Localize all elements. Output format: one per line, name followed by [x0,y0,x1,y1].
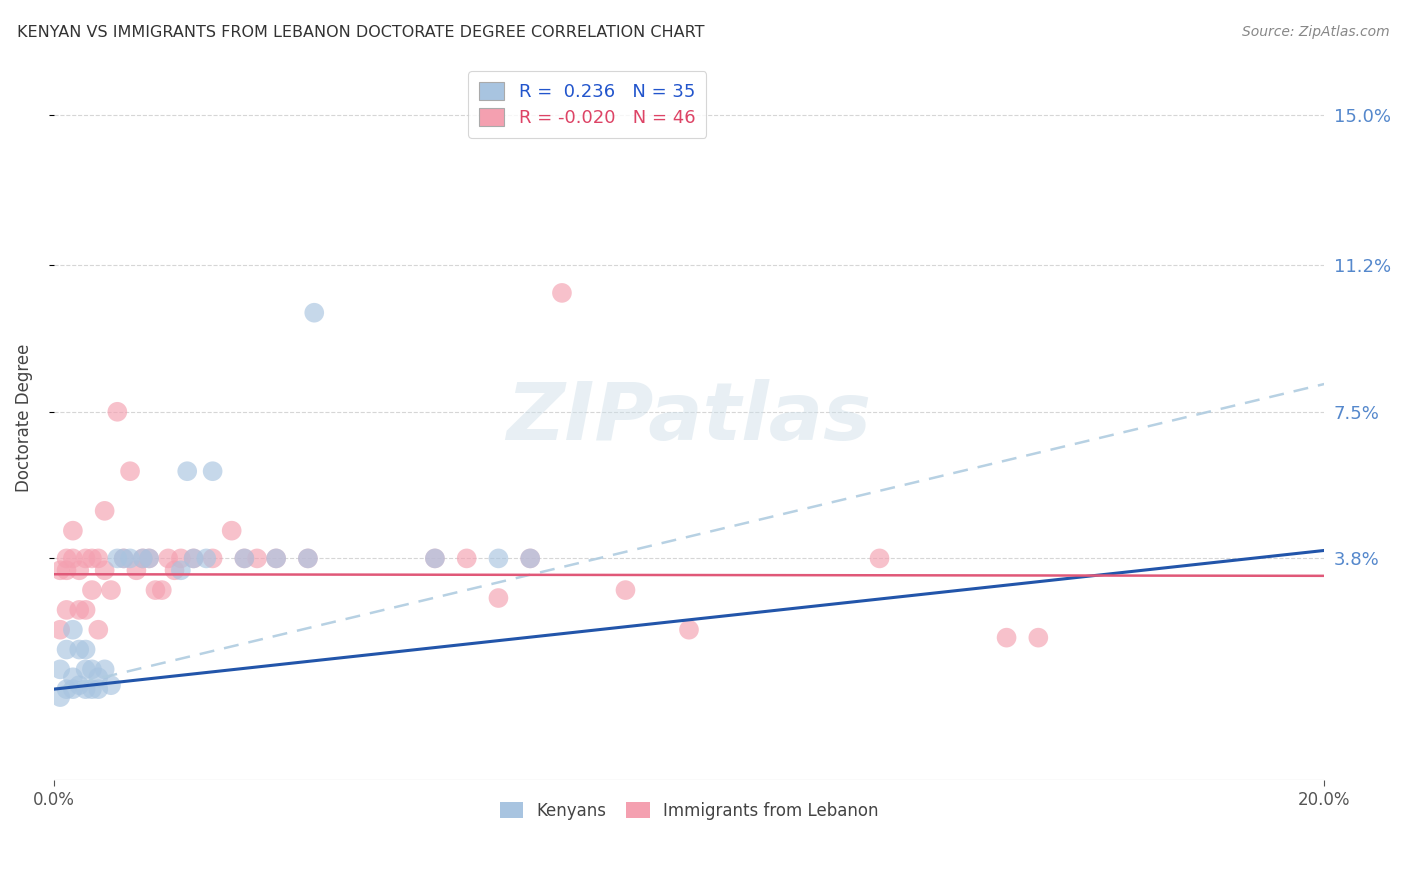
Point [488,551,510,566]
Point [170,551,193,566]
Point [304,306,326,320]
Point [75,662,97,676]
Point [93,504,115,518]
Point [125,563,148,577]
Point [49,623,72,637]
Point [62,623,84,637]
Point [456,551,478,566]
Point [105,405,128,419]
Point [246,551,269,566]
Point [93,662,115,676]
Point [75,603,97,617]
Point [105,551,128,566]
Point [423,551,446,566]
Point [183,551,205,566]
Point [297,551,319,566]
Point [75,682,97,697]
Point [201,464,224,478]
Y-axis label: Doctorate Degree: Doctorate Degree [15,343,32,491]
Point [138,551,160,566]
Point [80,583,103,598]
Point [519,551,541,566]
Point [1026,631,1049,645]
Point [138,551,160,566]
Text: ZIPatlas: ZIPatlas [506,379,872,457]
Point [869,551,891,566]
Point [423,551,446,566]
Point [62,682,84,697]
Point [297,551,319,566]
Point [100,678,122,692]
Point [62,524,84,538]
Point [519,551,541,566]
Point [195,551,218,566]
Point [87,682,110,697]
Point [67,603,90,617]
Point [157,551,180,566]
Point [87,623,110,637]
Point [112,551,135,566]
Point [614,583,637,598]
Point [55,563,77,577]
Point [75,551,97,566]
Point [201,551,224,566]
Point [132,551,155,566]
Point [488,591,510,605]
Point [55,551,77,566]
Point [75,642,97,657]
Point [67,563,90,577]
Point [118,551,141,566]
Point [678,623,700,637]
Point [80,682,103,697]
Point [221,524,243,538]
Point [49,690,72,704]
Point [62,551,84,566]
Point [55,682,77,697]
Point [233,551,256,566]
Text: KENYAN VS IMMIGRANTS FROM LEBANON DOCTORATE DEGREE CORRELATION CHART: KENYAN VS IMMIGRANTS FROM LEBANON DOCTOR… [17,25,704,40]
Text: Source: ZipAtlas.com: Source: ZipAtlas.com [1241,25,1389,39]
Point [100,583,122,598]
Point [264,551,287,566]
Point [118,464,141,478]
Point [176,464,198,478]
Point [183,551,205,566]
Point [67,678,90,692]
Point [49,563,72,577]
Point [67,642,90,657]
Point [112,551,135,566]
Point [233,551,256,566]
Point [145,583,167,598]
Point [87,670,110,684]
Point [80,662,103,676]
Point [93,563,115,577]
Point [132,551,155,566]
Point [49,662,72,676]
Point [55,642,77,657]
Legend: Kenyans, Immigrants from Lebanon: Kenyans, Immigrants from Lebanon [494,795,884,826]
Point [170,563,193,577]
Point [995,631,1018,645]
Point [150,583,173,598]
Point [264,551,287,566]
Point [163,563,186,577]
Point [87,551,110,566]
Point [62,670,84,684]
Point [80,551,103,566]
Point [551,285,574,300]
Point [55,603,77,617]
